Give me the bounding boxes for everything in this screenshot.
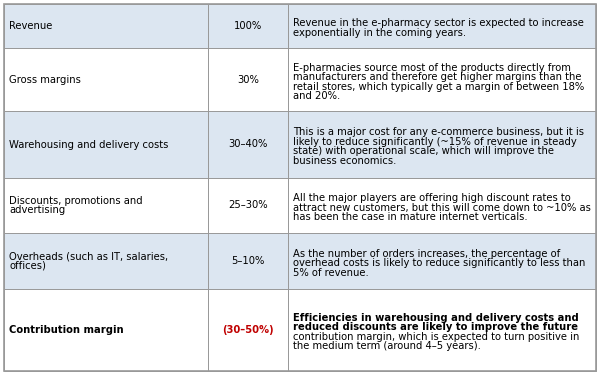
Text: and 20%.: and 20%. — [293, 91, 340, 101]
Text: Contribution margin: Contribution margin — [9, 325, 124, 335]
Text: Revenue: Revenue — [9, 21, 52, 32]
Text: state) with operational scale, which will improve the: state) with operational scale, which wil… — [293, 146, 554, 156]
Bar — [288, 111, 596, 178]
Text: 25–30%: 25–30% — [229, 201, 268, 210]
Text: 30%: 30% — [237, 75, 259, 85]
Text: (30–50%): (30–50%) — [223, 325, 274, 335]
Text: Efficiencies in warehousing and delivery costs and: Efficiencies in warehousing and delivery… — [293, 313, 579, 322]
Text: contribution margin, which is expected to turn positive in: contribution margin, which is expected t… — [293, 332, 580, 342]
Text: 5–10%: 5–10% — [232, 256, 265, 266]
Bar — [208, 4, 288, 48]
Text: attract new customers, but this will come down to ~10% as: attract new customers, but this will com… — [293, 202, 591, 213]
Bar — [288, 178, 596, 233]
Text: All the major players are offering high discount rates to: All the major players are offering high … — [293, 193, 571, 203]
Text: the medium term (around 4–5 years).: the medium term (around 4–5 years). — [293, 341, 481, 351]
Bar — [288, 233, 596, 289]
Text: 30–40%: 30–40% — [229, 140, 268, 149]
Text: manufacturers and therefore get higher margins than the: manufacturers and therefore get higher m… — [293, 72, 581, 82]
Bar — [208, 178, 288, 233]
Text: business economics.: business economics. — [293, 156, 397, 166]
Bar — [4, 178, 208, 233]
Text: has been the case in mature internet verticals.: has been the case in mature internet ver… — [293, 212, 528, 222]
Bar — [4, 111, 208, 178]
Bar — [208, 289, 288, 371]
Text: E-pharmacies source most of the products directly from: E-pharmacies source most of the products… — [293, 63, 571, 72]
Bar — [208, 48, 288, 111]
Text: overhead costs is likely to reduce significantly to less than: overhead costs is likely to reduce signi… — [293, 258, 586, 268]
Bar — [288, 289, 596, 371]
Bar — [4, 233, 208, 289]
Text: 100%: 100% — [234, 21, 262, 31]
Bar — [208, 233, 288, 289]
Text: likely to reduce significantly (~15% of revenue in steady: likely to reduce significantly (~15% of … — [293, 137, 577, 147]
Text: exponentially in the coming years.: exponentially in the coming years. — [293, 28, 466, 38]
Bar — [288, 4, 596, 48]
Text: 5% of revenue.: 5% of revenue. — [293, 267, 369, 278]
Bar — [4, 289, 208, 371]
Bar — [288, 48, 596, 111]
Text: Discounts, promotions and: Discounts, promotions and — [9, 196, 143, 206]
Bar — [4, 48, 208, 111]
Text: retail stores, which typically get a margin of between 18%: retail stores, which typically get a mar… — [293, 81, 584, 92]
Text: advertising: advertising — [9, 206, 65, 216]
Text: Overheads (such as IT, salaries,: Overheads (such as IT, salaries, — [9, 251, 168, 261]
Text: offices): offices) — [9, 261, 46, 271]
Text: Gross margins: Gross margins — [9, 75, 81, 85]
Bar — [4, 4, 208, 48]
Text: reduced discounts are likely to improve the future: reduced discounts are likely to improve … — [293, 322, 578, 332]
Text: Warehousing and delivery costs: Warehousing and delivery costs — [9, 140, 169, 150]
Bar — [208, 111, 288, 178]
Text: This is a major cost for any e-commerce business, but it is: This is a major cost for any e-commerce … — [293, 127, 584, 137]
Text: As the number of orders increases, the percentage of: As the number of orders increases, the p… — [293, 249, 560, 258]
Text: Revenue in the e-pharmacy sector is expected to increase: Revenue in the e-pharmacy sector is expe… — [293, 18, 584, 28]
